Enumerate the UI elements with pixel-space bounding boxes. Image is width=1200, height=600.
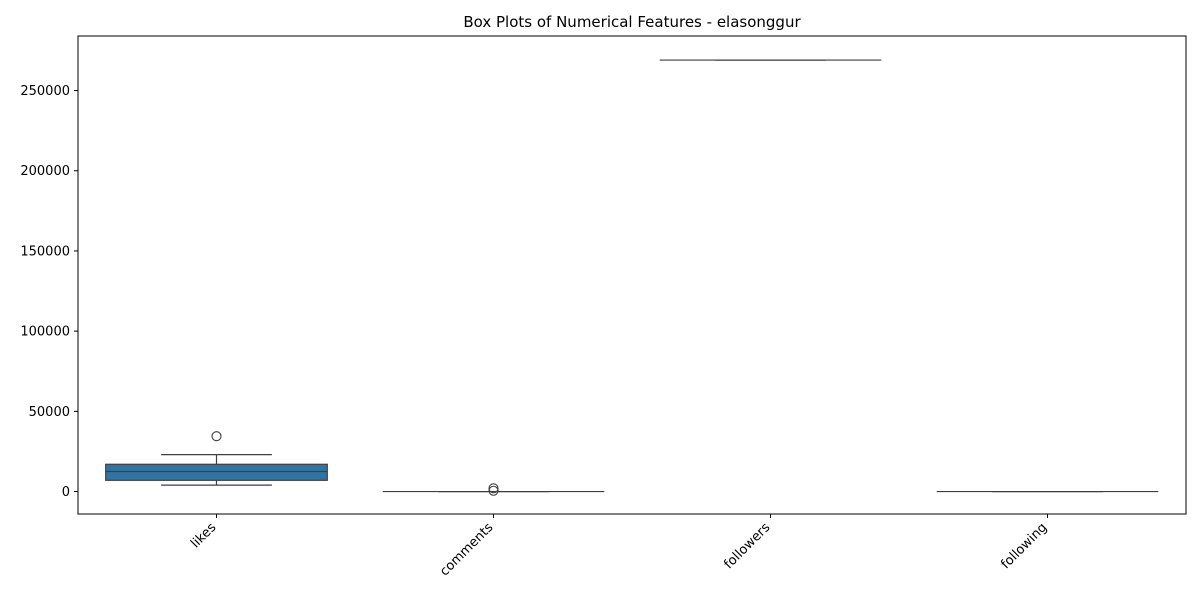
y-tick-label: 0 <box>62 485 70 500</box>
x-axis: likes comments followers following <box>188 514 1050 579</box>
box-series <box>105 59 1159 496</box>
plot-area-frame <box>77 35 1187 515</box>
outlier-point <box>488 483 499 494</box>
iqr-box <box>105 463 328 481</box>
y-tick-label: 50000 <box>29 405 70 420</box>
y-tick-label: 200000 <box>20 164 70 179</box>
box-likes <box>105 431 328 486</box>
chart-title: Box Plots of Numerical Features - elason… <box>463 13 801 31</box>
y-tick-label: 100000 <box>20 325 70 340</box>
box-comments <box>382 483 605 496</box>
x-tick-label: following <box>998 520 1050 572</box>
x-tick-label: followers <box>721 520 773 572</box>
y-axis: 0 50000 100000 150000 200000 250000 <box>20 84 78 500</box>
y-tick-label: 250000 <box>20 84 70 99</box>
x-tick-label: likes <box>188 520 219 551</box>
outlier-point <box>211 431 222 442</box>
outlier-point <box>488 485 499 496</box>
x-tick-label: comments <box>437 520 496 579</box>
y-tick-label: 150000 <box>20 244 70 259</box>
